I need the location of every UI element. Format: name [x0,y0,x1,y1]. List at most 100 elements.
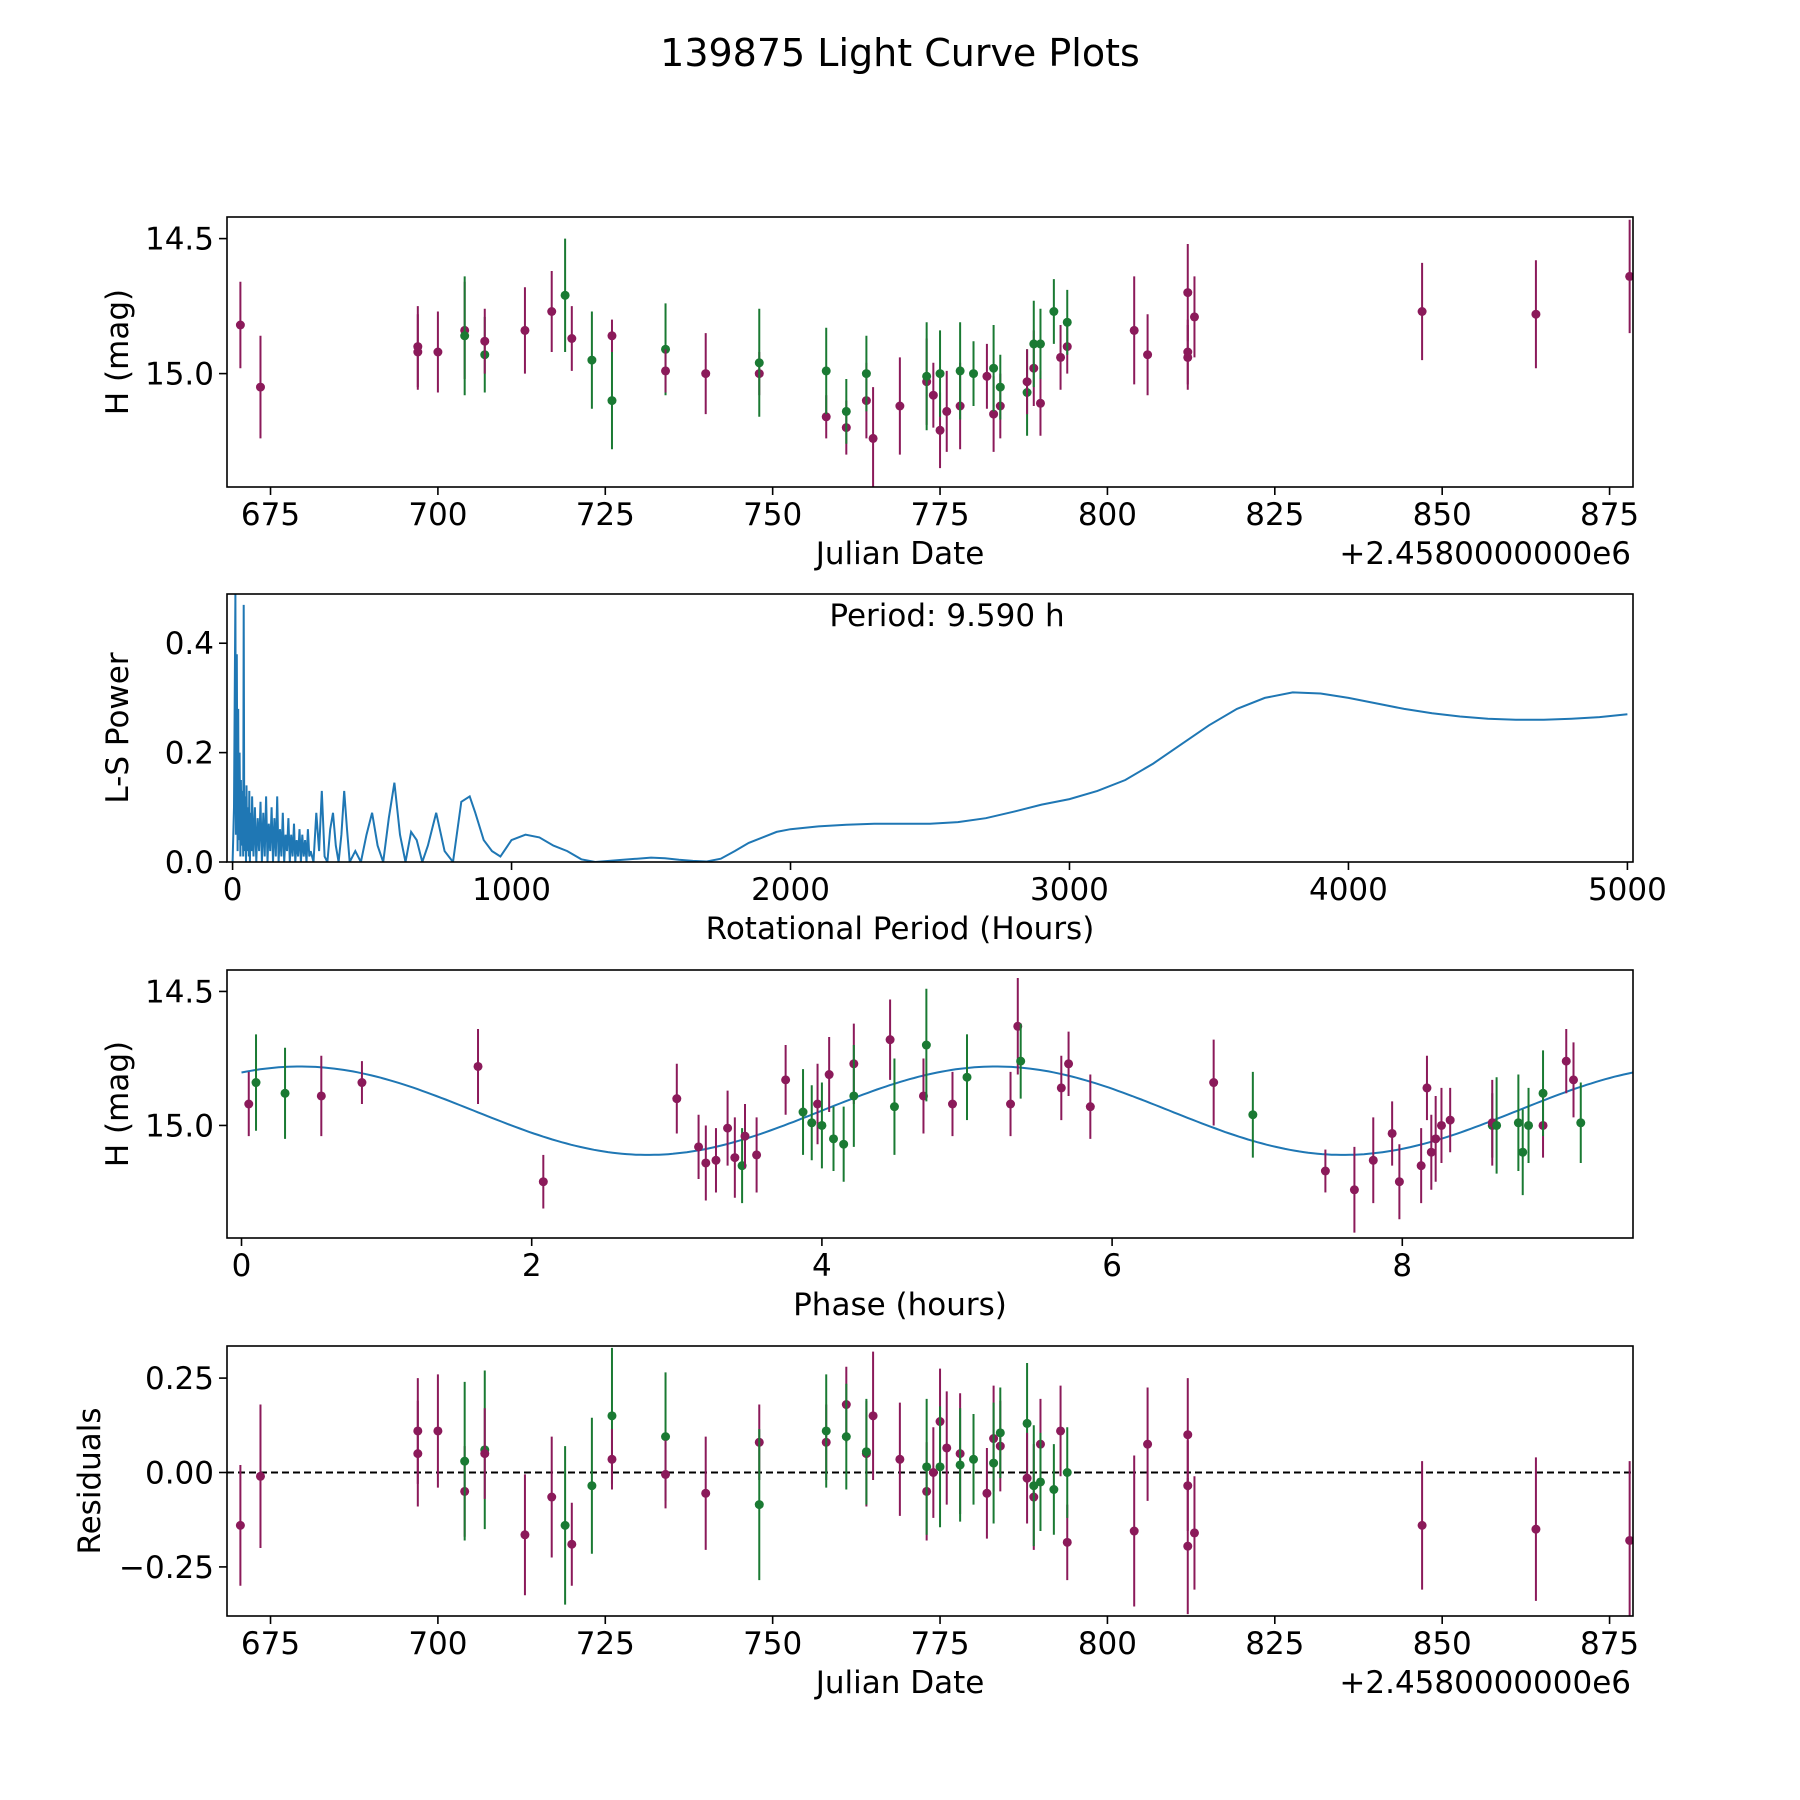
data-point [1417,307,1427,316]
data-point [821,412,831,422]
data-point [547,307,557,316]
data-point [433,1426,443,1436]
data-point [587,355,597,365]
axes-frame [226,593,1634,863]
data-point [473,1061,483,1071]
x-tick-label: 1000 [472,872,551,908]
data-point [1056,1083,1066,1093]
data-point [520,325,530,335]
x-tick-label: 2 [522,1248,542,1284]
data-point [1209,1078,1219,1088]
panel-residuals: 675 700 725 750 775 800 825 850 875 0.25 0.00 −0.25… [72,1345,1639,1701]
data-point [895,401,905,411]
data-point [754,1500,764,1510]
data-point [935,1462,945,1472]
data-point [1022,1418,1032,1428]
data-point [1531,1524,1541,1534]
data-point [955,1460,965,1470]
model-fit-curve [241,1065,1633,1156]
data-point [413,1449,423,1459]
data-point [935,425,945,435]
data-point [1431,1134,1441,1144]
data-point [607,331,617,341]
data-point [1022,1473,1032,1483]
data-point [316,1091,326,1101]
data-point [1518,1147,1528,1157]
x-tick-label: 725 [576,1626,635,1662]
x-tick-label: 700 [408,497,467,533]
data-point [781,1075,791,1085]
data-point [1062,1537,1072,1547]
x-offset-label: +2.4580000000e6 [1339,1665,1631,1701]
data-point [587,1481,597,1491]
data-point [928,390,938,400]
data-point [1538,1088,1548,1098]
y-tick-label: 0.00 [145,1456,214,1492]
data-point [889,1102,899,1112]
data-point [1436,1120,1446,1130]
data-point [989,1458,999,1468]
data-point [538,1177,548,1187]
data-point [824,1070,834,1080]
plot-area [241,978,1633,1233]
x-tick-label: 800 [1078,497,1137,533]
data-point [1022,377,1032,387]
x-tick-label: 0 [232,1248,252,1284]
data-point [922,371,932,381]
data-point [1422,1083,1432,1093]
data-point [433,347,443,357]
data-point [861,1447,871,1457]
y-tick-label: 15.0 [145,1108,214,1144]
data-point [560,290,570,300]
x-tick-label: 750 [743,497,802,533]
y-tick-label: 0.4 [165,626,214,662]
data-point [357,1078,367,1088]
data-point [1029,1481,1039,1491]
data-point [1248,1110,1258,1120]
data-point [885,1035,895,1045]
data-point [672,1094,682,1104]
figure-title: 139875 Light Curve Plots [660,31,1140,75]
periodogram-line [231,594,1628,862]
data-point [995,1428,1005,1438]
data-point [460,1456,470,1466]
data-point [807,1118,817,1128]
data-point [922,1462,932,1472]
data-point [1049,1484,1059,1494]
period-annotation: Period: 9.590 h [829,598,1064,634]
data-point [711,1155,721,1165]
data-point [1387,1128,1397,1138]
data-point [942,406,952,416]
x-tick-label: 725 [576,497,635,533]
x-tick-label: 3000 [1030,872,1109,908]
plot-area [235,219,1633,487]
data-point [861,369,871,379]
x-tick-label: 825 [1245,497,1304,533]
data-point [1183,1541,1193,1551]
data-point [982,1488,992,1498]
data-point [567,1539,577,1549]
data-point [255,382,265,392]
data-point [251,1078,261,1088]
data-point [928,1468,938,1478]
y-tick-label: 0.2 [165,736,214,772]
panel-light-curve: 675 700 725 750 775 800 825 850 875 15.0 14.5 Julia… [100,216,1639,572]
x-tick-label: 850 [1413,497,1472,533]
data-point [868,433,878,443]
data-point [1049,307,1059,316]
x-tick-label: 800 [1078,1626,1137,1662]
x-tick-label: 775 [910,1626,969,1662]
data-point [921,1040,931,1050]
data-point [895,1454,905,1464]
data-point [244,1099,254,1109]
data-point [1085,1102,1095,1112]
data-point [1189,312,1199,322]
data-point [821,1426,831,1436]
x-tick-label: 8 [1392,1248,1412,1284]
data-point [1016,1056,1026,1066]
data-point [947,1099,957,1109]
plot-area [231,594,1628,862]
data-point [1320,1166,1330,1176]
data-point [1064,1059,1074,1069]
